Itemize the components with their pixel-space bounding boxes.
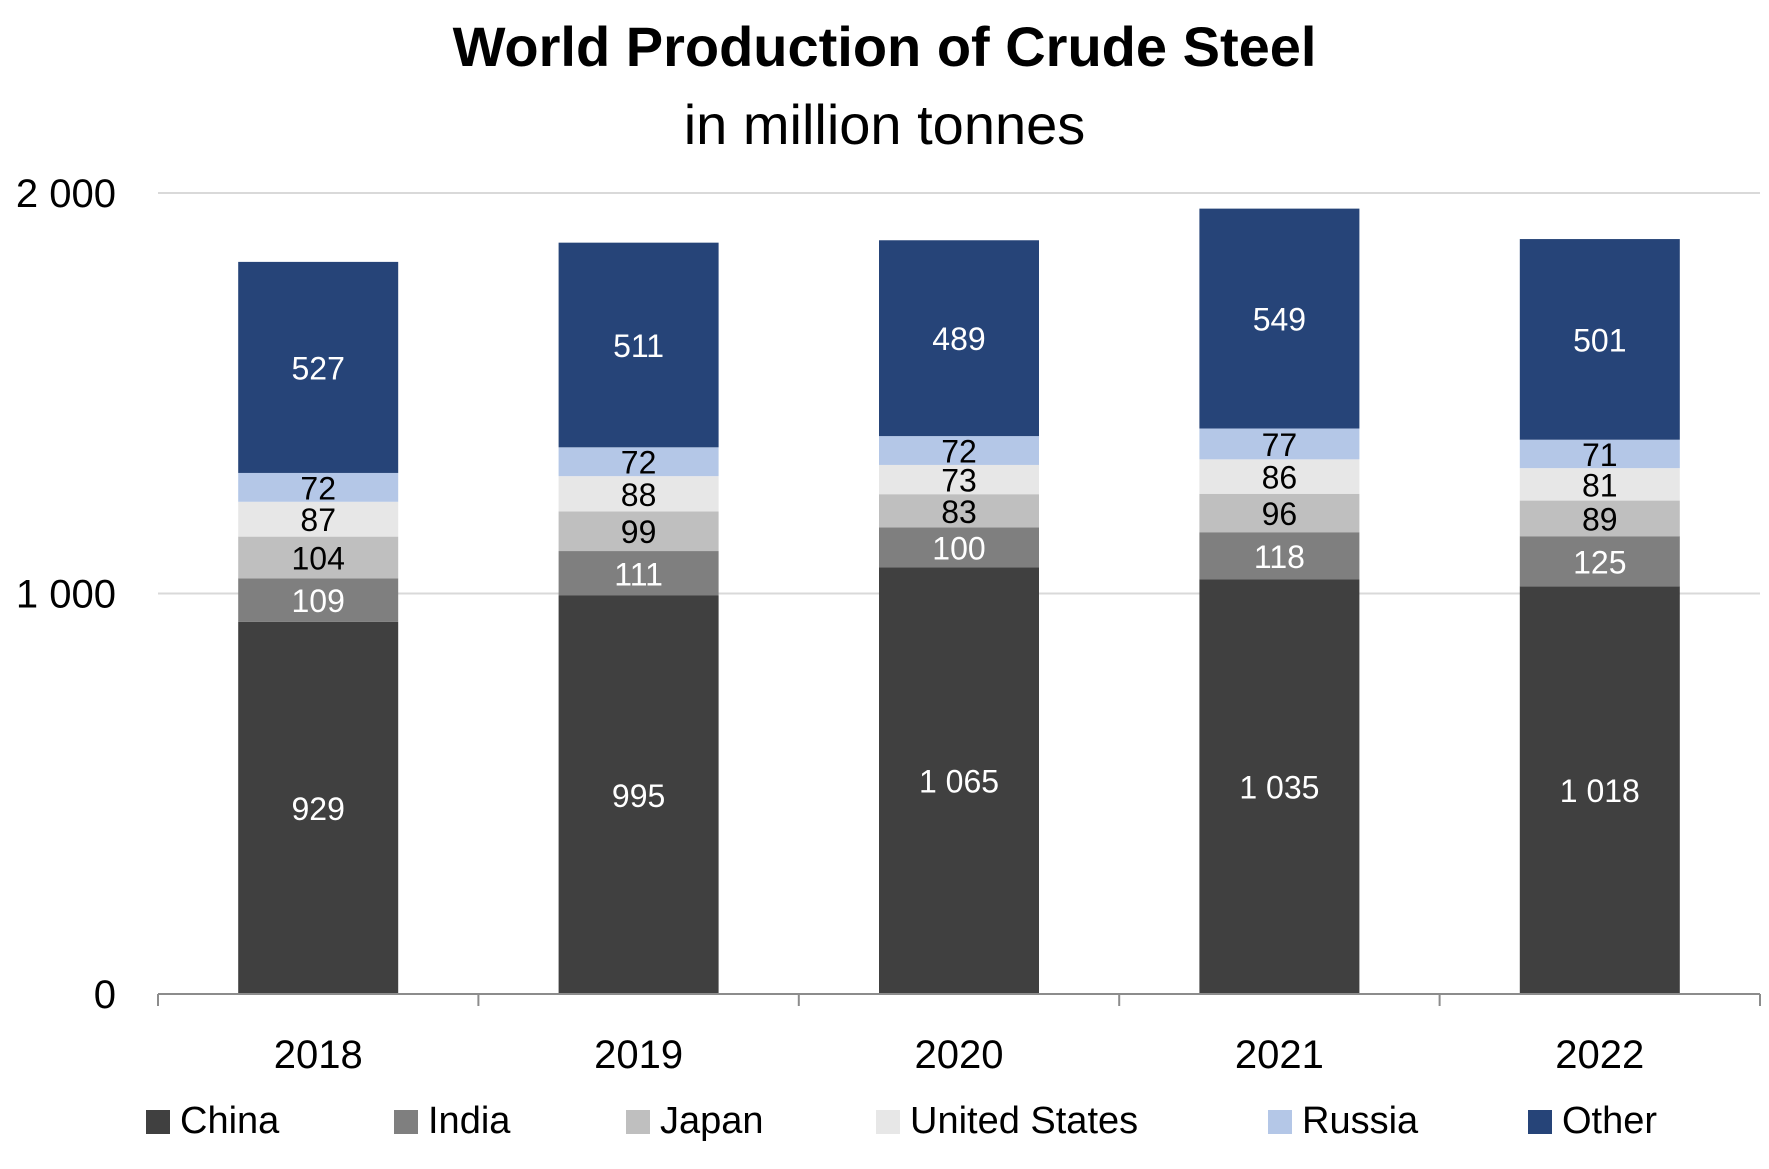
x-tick-label: 2021	[1235, 1033, 1324, 1077]
data-label: 86	[1262, 460, 1298, 496]
data-label: 995	[612, 778, 665, 814]
bar-segment-india-2018	[238, 578, 399, 622]
data-label: 1 018	[1560, 773, 1640, 809]
bar-segment-russia-2019	[558, 447, 719, 477]
legend-label: Japan	[660, 1100, 764, 1142]
y-tick-label: 2 000	[16, 172, 116, 216]
data-label: 81	[1582, 467, 1618, 503]
legend: China India Japan United States Russia Other	[0, 1100, 1769, 1156]
bar-segment-united-states-2020	[879, 464, 1039, 495]
bar-segment-china-2018	[238, 621, 399, 994]
data-label: 72	[300, 470, 336, 506]
data-label: 88	[621, 477, 657, 513]
legend-item-india: India	[394, 1100, 510, 1143]
data-label: 109	[292, 583, 345, 619]
bar-segment-russia-2020	[879, 436, 1039, 465]
bar-segment-other-2018	[238, 261, 399, 473]
bar-segment-other-2020	[879, 240, 1039, 437]
legend-item-russia: Russia	[1268, 1100, 1418, 1143]
data-label: 99	[621, 514, 657, 550]
x-tick-label: 2020	[915, 1033, 1004, 1077]
data-label: 489	[932, 321, 985, 357]
bar-segment-india-2020	[879, 527, 1039, 568]
bar-segment-china-2021	[1199, 579, 1360, 994]
data-label: 1 035	[1239, 770, 1319, 806]
data-label: 111	[614, 556, 663, 592]
data-label: 549	[1253, 302, 1306, 338]
chart-subtitle: in million tonnes	[683, 93, 1086, 156]
legend-item-other: Other	[1528, 1100, 1657, 1143]
data-label: 96	[1262, 496, 1298, 532]
bar-segment-india-2019	[558, 551, 719, 596]
data-label: 89	[1582, 501, 1618, 537]
legend-swatch	[626, 1109, 650, 1134]
bar-segment-united-states-2018	[238, 501, 399, 537]
bar-segment-japan-2020	[879, 494, 1039, 528]
bar-segment-united-states-2022	[1519, 468, 1680, 501]
data-label: 511	[613, 328, 664, 364]
legend-swatch	[1268, 1109, 1292, 1134]
bar-segment-china-2022	[1519, 586, 1680, 994]
legend-item-united-states: United States	[876, 1100, 1138, 1143]
axes	[157, 993, 1761, 1006]
data-label: 125	[1573, 544, 1626, 580]
chart-title: World Production of Crude Steel	[452, 15, 1317, 78]
data-label: 73	[941, 463, 977, 499]
bar-segment-united-states-2021	[1199, 459, 1360, 494]
bar-segment-japan-2019	[558, 511, 719, 552]
bar-segment-russia-2021	[1199, 428, 1360, 460]
bars	[238, 208, 1680, 994]
x-tick-label: 2019	[594, 1033, 683, 1077]
legend-swatch	[394, 1109, 418, 1134]
bar-segment-japan-2018	[238, 536, 399, 579]
bar-segment-india-2022	[1519, 536, 1680, 587]
bar-segment-russia-2018	[238, 472, 399, 502]
legend-swatch	[146, 1109, 170, 1134]
data-label: 71	[1582, 437, 1618, 473]
data-label: 83	[941, 494, 977, 530]
data-label: 929	[292, 791, 345, 827]
data-label: 527	[292, 350, 345, 386]
bar-segment-other-2022	[1519, 239, 1680, 440]
legend-label: Other	[1562, 1100, 1658, 1142]
legend-item-japan: Japan	[626, 1100, 764, 1143]
data-label: 72	[941, 434, 977, 470]
legend-swatch	[876, 1109, 900, 1134]
data-label: 87	[300, 502, 336, 538]
bar-segment-other-2019	[558, 242, 719, 448]
legend-label: Russia	[1302, 1100, 1419, 1142]
y-tick-label: 1 000	[16, 573, 116, 617]
legend-label: China	[180, 1100, 280, 1142]
data-label: 501	[1573, 322, 1626, 358]
bar-segment-japan-2022	[1519, 500, 1680, 537]
data-label: 100	[932, 530, 985, 566]
data-label: 118	[1254, 539, 1305, 575]
data-label: 1 065	[919, 764, 999, 800]
bar-segment-other-2021	[1199, 208, 1360, 429]
y-tick-label: 0	[94, 973, 116, 1017]
legend-label: United States	[910, 1100, 1139, 1142]
bar-segment-india-2021	[1199, 532, 1360, 580]
bar-segment-united-states-2019	[558, 476, 719, 512]
bar-segment-china-2019	[558, 595, 719, 994]
legend-label: India	[428, 1100, 511, 1142]
legend-swatch	[1528, 1109, 1552, 1134]
bar-segment-russia-2022	[1519, 439, 1680, 469]
data-label: 72	[621, 445, 657, 481]
data-label: 104	[292, 540, 345, 576]
bar-segment-china-2020	[879, 567, 1039, 994]
x-tick-label: 2022	[1555, 1033, 1644, 1077]
legend-item-china: China	[146, 1100, 279, 1143]
bar-segment-japan-2021	[1199, 493, 1360, 533]
x-tick-label: 2018	[274, 1033, 363, 1077]
data-label: 77	[1262, 427, 1298, 463]
